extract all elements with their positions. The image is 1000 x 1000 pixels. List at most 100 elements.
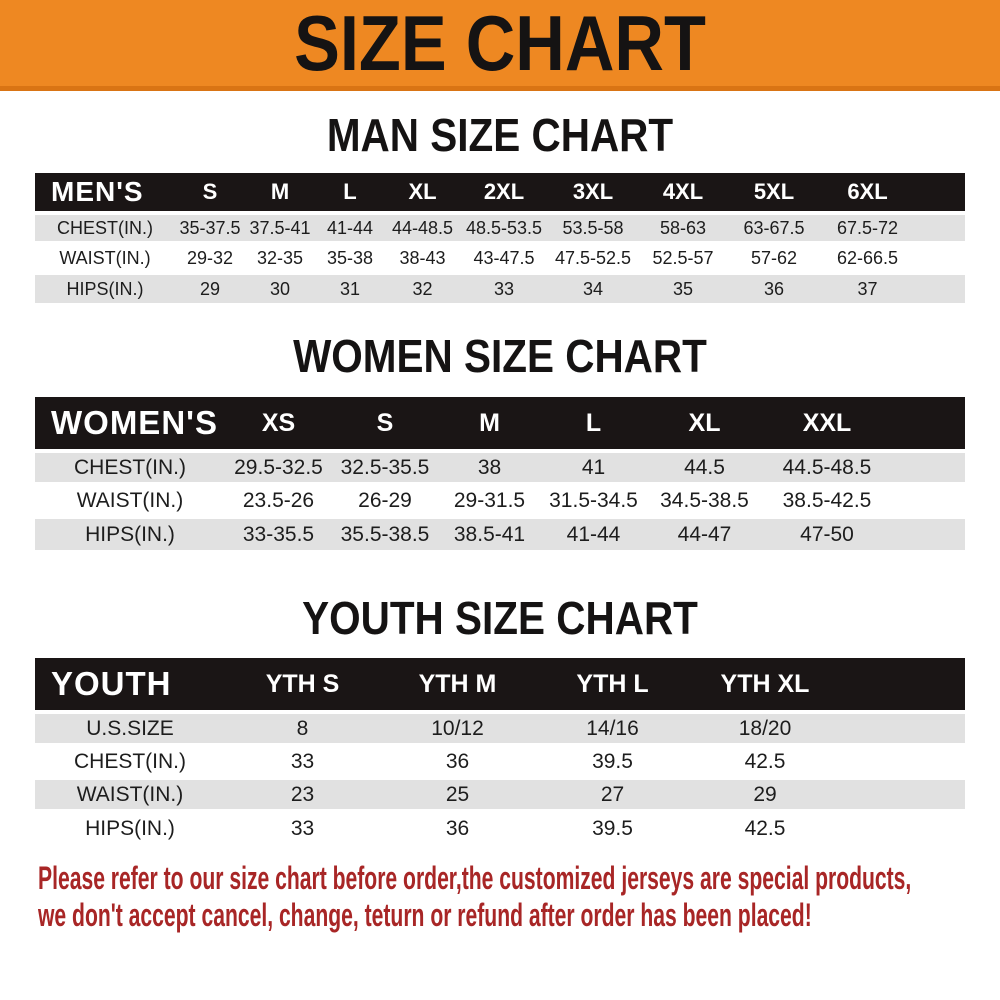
value-cell: 26-29 bbox=[332, 482, 438, 517]
value-cell: 32-35 bbox=[245, 241, 315, 273]
value-cell: 33 bbox=[225, 743, 380, 778]
measurement-row: WAIST(IN.) 23.5-26 26-29 29-31.5 31.5-34.5 34… bbox=[35, 482, 965, 517]
men-size-table: MEN'S S M L XL 2XL 3XL 4XL 5XL 6XL CHEST(IN.) 35-37… bbox=[35, 173, 965, 303]
size-header-cell: XS bbox=[261, 408, 296, 437]
size-header-cell: L bbox=[585, 408, 602, 437]
size-header-cell: XL bbox=[408, 179, 437, 204]
filler-cell bbox=[891, 449, 965, 484]
size-header-cell: XL bbox=[688, 408, 721, 437]
value-cell: 53.5-58 bbox=[548, 211, 638, 243]
value-cell: 39.5 bbox=[535, 809, 690, 844]
filler-cell bbox=[915, 271, 965, 303]
value-cell: 18/20 bbox=[690, 710, 840, 745]
row-label-cell: WAIST(IN.) bbox=[35, 482, 225, 517]
size-header-cell: 4XL bbox=[662, 179, 704, 204]
table-header-row: MEN'S S M L XL 2XL 3XL 4XL 5XL 6XL bbox=[35, 173, 965, 213]
value-cell: 33 bbox=[225, 809, 380, 844]
disclaimer-line-1: Please refer to our size chart before or… bbox=[38, 860, 912, 896]
value-cell: 31.5-34.5 bbox=[541, 482, 646, 517]
value-cell: 58-63 bbox=[638, 211, 728, 243]
filler-cell bbox=[840, 710, 965, 745]
value-cell: 43-47.5 bbox=[460, 241, 548, 273]
measurement-row: WAIST(IN.) 29-32 32-35 35-38 38-43 43-47.5 47.… bbox=[35, 241, 965, 273]
value-cell: 35.5-38.5 bbox=[332, 515, 438, 550]
value-cell: 10/12 bbox=[380, 710, 535, 745]
size-header-cell: S bbox=[376, 408, 394, 437]
value-cell: 39.5 bbox=[535, 743, 690, 778]
men-size-section: MAN SIZE CHART MEN'S S M L XL 2XL 3XL 4XL 5XL 6XL… bbox=[0, 112, 1000, 303]
value-cell: 48.5-53.5 bbox=[460, 211, 548, 243]
row-label-cell: CHEST(IN.) bbox=[35, 211, 175, 243]
size-header-cell: 5XL bbox=[753, 179, 795, 204]
disclaimer-line-2: we don't accept cancel, change, teturn o… bbox=[38, 897, 812, 933]
value-cell: 25 bbox=[380, 776, 535, 811]
value-cell: 23 bbox=[225, 776, 380, 811]
value-cell: 27 bbox=[535, 776, 690, 811]
value-cell: 44-48.5 bbox=[385, 211, 460, 243]
women-size-table: WOMEN'S XS S M L XL XXL CHEST(IN.) 29.5-32.5 32.5… bbox=[35, 397, 965, 550]
filler-cell bbox=[840, 658, 965, 712]
value-cell: 29 bbox=[175, 271, 245, 303]
women-size-section: WOMEN SIZE CHART WOMEN'S XS S M L XL XXL CHEST(… bbox=[0, 333, 1000, 550]
table-title-cell: MEN'S bbox=[51, 176, 144, 207]
value-cell: 14/16 bbox=[535, 710, 690, 745]
size-header-cell: M bbox=[270, 179, 290, 204]
value-cell: 52.5-57 bbox=[638, 241, 728, 273]
measurement-row: CHEST(IN.) 35-37.5 37.5-41 41-44 44-48.5 48.5… bbox=[35, 211, 965, 243]
value-cell: 35-38 bbox=[315, 241, 385, 273]
measurement-row: CHEST(IN.) 33 36 39.5 42.5 bbox=[35, 743, 965, 778]
size-chart-banner: SIZE CHART bbox=[0, 0, 1000, 91]
filler-cell bbox=[891, 482, 965, 517]
table-header-row: WOMEN'S XS S M L XL XXL bbox=[35, 397, 965, 451]
filler-cell bbox=[891, 515, 965, 550]
measurement-row: HIPS(IN.) 29 30 31 32 33 34 35 36 37 bbox=[35, 271, 965, 303]
value-cell: 32 bbox=[385, 271, 460, 303]
value-cell: 41 bbox=[541, 449, 646, 484]
value-cell: 37 bbox=[820, 271, 915, 303]
value-cell: 41-44 bbox=[315, 211, 385, 243]
value-cell: 33 bbox=[460, 271, 548, 303]
value-cell: 34.5-38.5 bbox=[646, 482, 763, 517]
measurement-row: CHEST(IN.) 29.5-32.5 32.5-35.5 38 41 44.5 44.5… bbox=[35, 449, 965, 484]
filler-cell bbox=[891, 397, 965, 451]
value-cell: 31 bbox=[315, 271, 385, 303]
value-cell: 44-47 bbox=[646, 515, 763, 550]
value-cell: 47.5-52.5 bbox=[548, 241, 638, 273]
value-cell: 29 bbox=[690, 776, 840, 811]
value-cell: 36 bbox=[380, 809, 535, 844]
size-header-cell: YTH L bbox=[576, 669, 649, 698]
value-cell: 62-66.5 bbox=[820, 241, 915, 273]
value-cell: 37.5-41 bbox=[245, 211, 315, 243]
table-title-cell: YOUTH bbox=[51, 665, 172, 702]
filler-cell bbox=[915, 173, 965, 213]
youth-size-table: YOUTH YTH S YTH M YTH L YTH XL U.S.SIZE 8 10/12… bbox=[35, 658, 965, 844]
size-header-cell: XXL bbox=[802, 408, 852, 437]
value-cell: 44.5-48.5 bbox=[763, 449, 891, 484]
value-cell: 42.5 bbox=[690, 743, 840, 778]
filler-cell bbox=[915, 241, 965, 273]
size-header-cell: 6XL bbox=[847, 179, 888, 204]
value-cell: 67.5-72 bbox=[820, 211, 915, 243]
size-header-cell: L bbox=[343, 179, 357, 204]
size-header-cell: M bbox=[479, 408, 500, 437]
row-label-cell: HIPS(IN.) bbox=[35, 271, 175, 303]
value-cell: 38.5-42.5 bbox=[763, 482, 891, 517]
row-label-cell: HIPS(IN.) bbox=[35, 809, 225, 844]
value-cell: 29.5-32.5 bbox=[225, 449, 332, 484]
size-header-cell: S bbox=[202, 179, 218, 204]
row-label-cell: U.S.SIZE bbox=[35, 710, 225, 745]
youth-section-heading: YOUTH SIZE CHART bbox=[302, 592, 698, 644]
value-cell: 35 bbox=[638, 271, 728, 303]
value-cell: 29-31.5 bbox=[438, 482, 541, 517]
value-cell: 38-43 bbox=[385, 241, 460, 273]
value-cell: 32.5-35.5 bbox=[332, 449, 438, 484]
row-label-cell: CHEST(IN.) bbox=[35, 743, 225, 778]
filler-cell bbox=[840, 809, 965, 844]
table-header-row: YOUTH YTH S YTH M YTH L YTH XL bbox=[35, 658, 965, 712]
value-cell: 38.5-41 bbox=[438, 515, 541, 550]
size-header-cell: YTH S bbox=[265, 669, 340, 698]
value-cell: 36 bbox=[728, 271, 820, 303]
value-cell: 63-67.5 bbox=[728, 211, 820, 243]
size-header-cell: 3XL bbox=[572, 179, 614, 204]
value-cell: 23.5-26 bbox=[225, 482, 332, 517]
